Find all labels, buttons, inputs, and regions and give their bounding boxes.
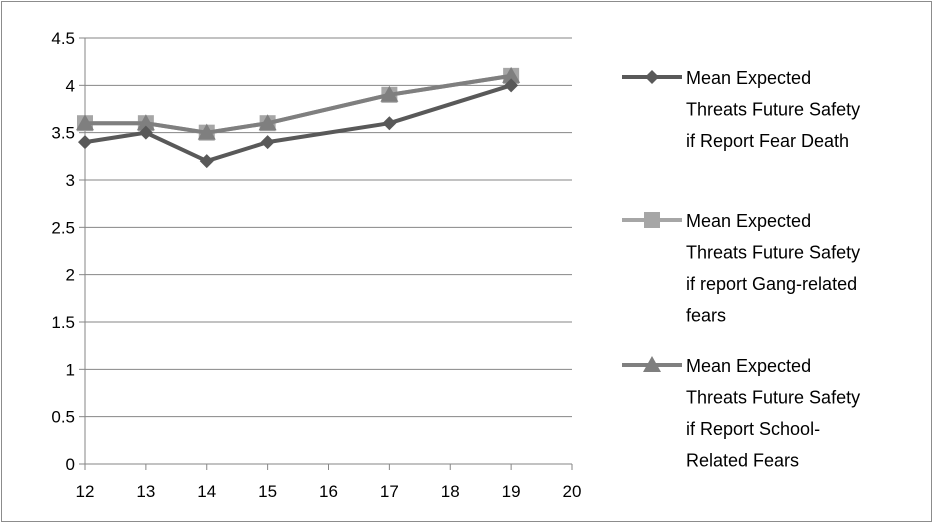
x-tick-label: 12 [76,482,95,501]
x-tick-label: 16 [319,482,338,501]
y-tick-label: 3.5 [51,124,75,143]
y-tick-label: 4 [66,76,75,95]
legend-label: Mean Expected [686,211,811,231]
data-point [380,85,399,102]
legend-swatch-marker [645,70,659,84]
axes [84,38,572,465]
data-point [138,125,153,140]
x-tick-label: 20 [563,482,582,501]
y-tick-label: 1.5 [51,313,75,332]
x-axis-ticks: 12 13 14 15 16 17 18 19 20 [76,464,582,501]
data-point [199,154,214,169]
y-axis-ticks: 0 0.5 1 1.5 2 2.5 3 3.5 4 4.5 [51,29,85,474]
legend-label: if report Gang-related [686,274,857,294]
data-point [504,78,519,93]
legend-label: if Report School- [686,419,820,439]
y-tick-label: 2.5 [51,218,75,237]
gridlines [85,37,572,418]
series-line [83,83,514,164]
legend-label: if Report Fear Death [686,131,849,151]
legend-label: Threats Future Safety [686,100,860,120]
legend-label: Threats Future Safety [686,388,860,408]
legend-entry: Mean Expected Threats Future Safety if rep… [622,211,860,326]
series-diamond [78,78,519,169]
x-tick-label: 14 [197,482,216,501]
x-tick-label: 13 [136,482,155,501]
legend-label: Mean Expected [686,356,811,376]
legend-label: Threats Future Safety [686,243,860,263]
y-tick-label: 1 [66,360,75,379]
legend-swatch-marker [643,356,661,372]
y-tick-label: 3 [66,171,75,190]
legend: Mean Expected Threats Future Safety if Rep… [622,68,860,471]
y-tick-label: 0.5 [51,408,75,427]
data-point [78,135,92,150]
data-point [258,114,277,131]
series-triangle [76,66,521,140]
data-point [260,135,275,150]
y-tick-label: 4.5 [51,29,75,48]
legend-swatch-marker [644,212,660,228]
x-tick-label: 18 [441,482,460,501]
y-tick-label: 0 [66,455,75,474]
x-tick-label: 19 [502,482,521,501]
legend-entry: Mean Expected Threats Future Safety if Rep… [622,356,860,471]
data-point [197,123,216,140]
data-point [136,114,155,131]
legend-label: Related Fears [686,451,799,471]
data-point [76,114,94,131]
data-point [502,66,521,83]
legend-label: fears [686,306,726,326]
x-tick-label: 17 [380,482,399,501]
legend-entry: Mean Expected Threats Future Safety if Rep… [622,68,860,151]
y-tick-label: 2 [66,266,75,285]
data-point [382,116,397,131]
series-line [83,73,514,135]
legend-label: Mean Expected [686,68,811,88]
x-tick-label: 15 [258,482,277,501]
series-lines [76,66,521,169]
